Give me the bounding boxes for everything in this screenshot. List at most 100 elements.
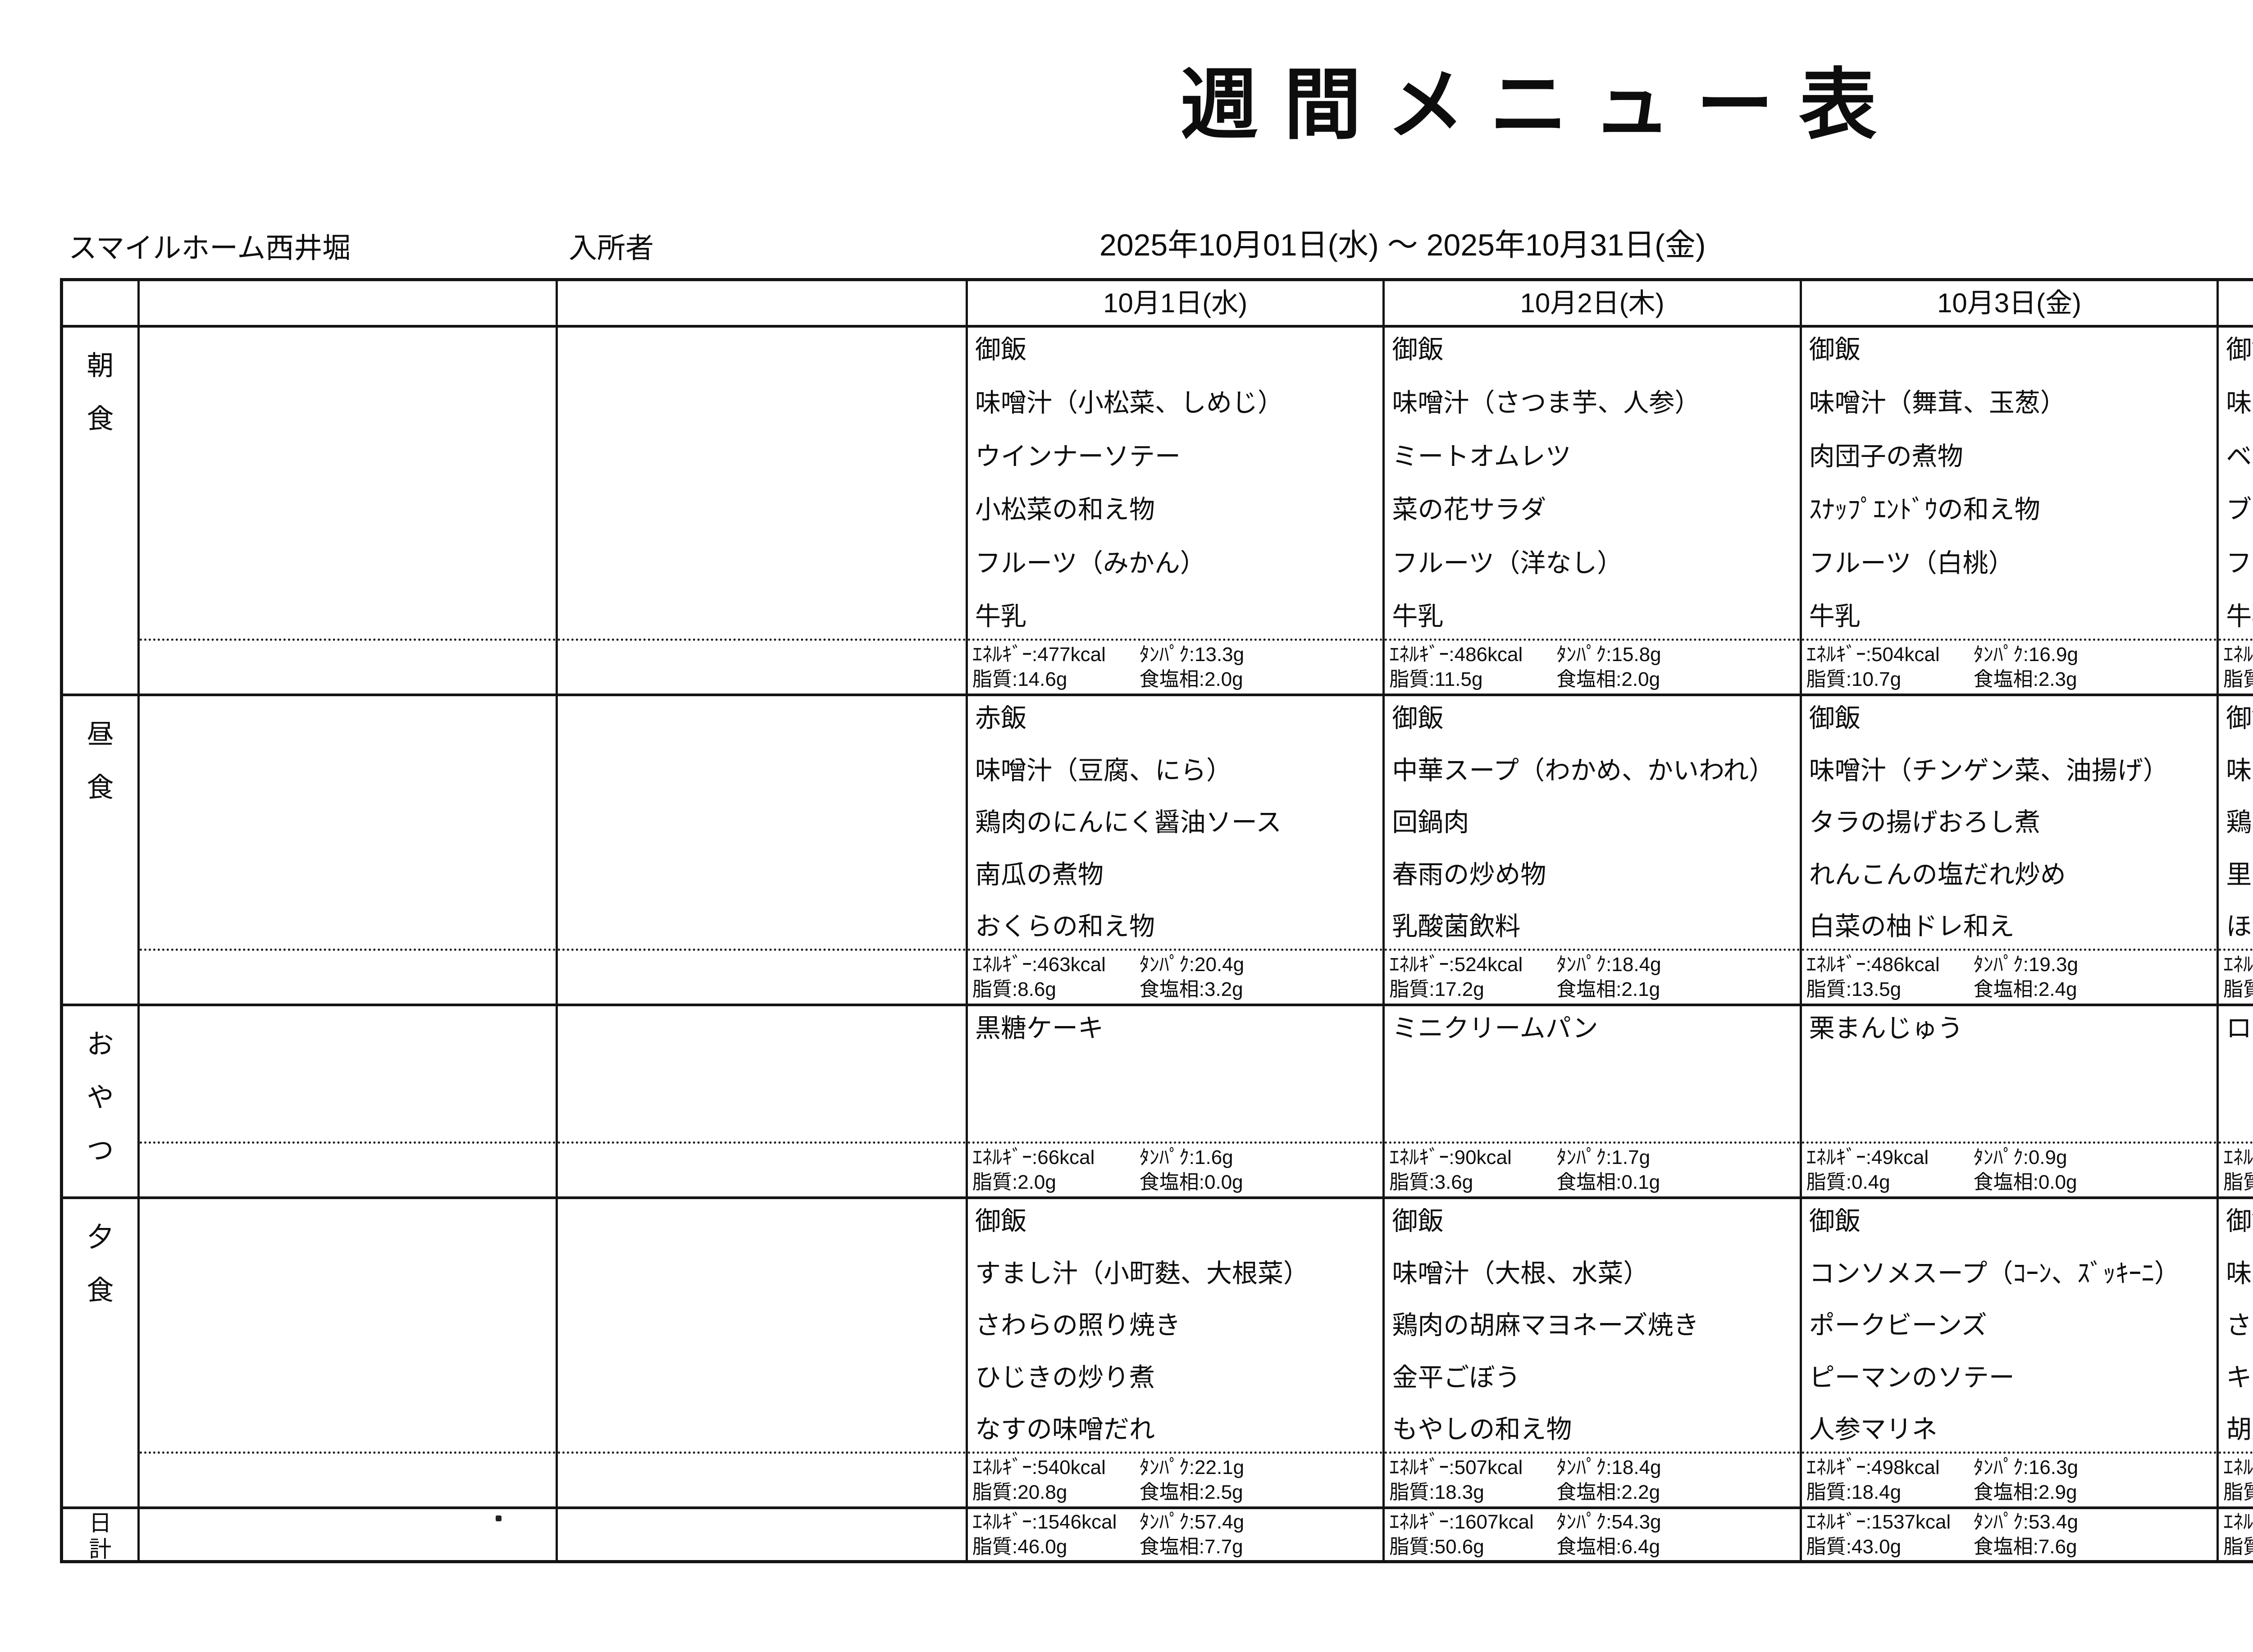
row-label-text: 昼食 [87, 719, 114, 803]
menu-list: 御飯 味噌汁（小松菜、しめじ） ウインナーソテー 小松菜の和え物 フルーツ（みか… [968, 328, 1382, 639]
menu-item: 味噌汁（小松菜、しめじ） [975, 388, 1283, 418]
nutrition-salt: 食塩相:2.4g [1973, 978, 2077, 1000]
menu-item: さばの生姜煮 [2226, 1311, 2253, 1340]
menu-item: タラの揚げおろし煮 [1809, 808, 2040, 837]
menu-item: フルーツ（白桃） [1809, 548, 2014, 578]
nutrition-protein: ﾀﾝﾊﾟｸ:20.4g [1139, 953, 1245, 976]
nutrition-fat: 脂質:7.2g [2223, 978, 2253, 1000]
dinner-day1-cell: 御飯 すまし汁（小町麩、大根菜） さわらの照り焼き ひじきの炒り煮 なすの味噌だ… [966, 1196, 1383, 1506]
total-day4-cell: ｴﾈﾙｷﾞｰ:1530kcalﾀﾝﾊﾟｸ:57.8g 脂質:48.6g食塩相:7… [2217, 1506, 2253, 1560]
menu-item: 牛乳 [1809, 602, 1861, 631]
nutrition-fat: 脂質:8.6g [972, 978, 1056, 1000]
nutrition-fat: 脂質:10.5g [2223, 668, 2253, 690]
date-range: 2025年10月01日(水) ～ 2025年10月31日(金) [1099, 228, 1706, 262]
menu-item: 味噌汁（チンゲン菜、油揚げ） [1809, 756, 2169, 785]
nutrition-energy: ｴﾈﾙｷﾞｰ:498kcal [1806, 1456, 1940, 1479]
menu-item: 回鍋肉 [1392, 808, 1469, 837]
breakfast-day1-cell: 御飯 味噌汁（小松菜、しめじ） ウインナーソテー 小松菜の和え物 フルーツ（みか… [966, 325, 1383, 694]
menu-item: 御飯 [1809, 335, 1861, 364]
menu-item: 御飯 [1392, 335, 1444, 364]
column-header-day4: 10月4日(土) [2217, 281, 2253, 325]
menu-item: ミートオムレツ [1392, 442, 1571, 471]
menu-item: さわらの照り焼き [975, 1311, 1181, 1340]
menu-item: 赤飯 [975, 704, 1026, 733]
row-label-text: 日計 [89, 1511, 112, 1560]
column-header-day1: 10月1日(水) [966, 281, 1382, 325]
menu-item: 白菜の柚ドレ和え [1809, 912, 2015, 941]
nutrition-fat: 脂質:18.4g [1806, 1481, 1902, 1503]
menu-item: 南瓜の煮物 [975, 860, 1104, 889]
nutrition-salt: 食塩相:3.2g [1139, 978, 1243, 1000]
menu-item: ｽﾅｯﾌﾟｴﾝﾄﾞｳの和え物 [1809, 495, 2040, 525]
nutrition-protein: ﾀﾝﾊﾟｸ:1.6g [1139, 1146, 1233, 1168]
nutrition-fat: 脂質:50.6g [1389, 1535, 1484, 1558]
blank-cell [556, 1506, 966, 1560]
lunch-day1-cell: 赤飯 味噌汁（豆腐、にら） 鶏肉のにんにく醤油ソース 南瓜の煮物 おくらの和え物… [966, 694, 1383, 1004]
menu-item: 胡瓜の和え物 [2226, 1415, 2253, 1444]
menu-item: 味噌汁（さつま芋、人参） [1392, 388, 1701, 418]
weekly-menu-table: 10月1日(水) 10月2日(木) 10月3日(金) 10月4日(土) 10月5… [60, 278, 2253, 1563]
nutrition-protein: ﾀﾝﾊﾟｸ:1.7g [1556, 1146, 1651, 1168]
nutrition-protein: ﾀﾝﾊﾟｸ:13.3g [1139, 643, 1245, 666]
menu-item: 黒糖ケーキ [975, 1014, 1104, 1043]
menu-item: 御飯 [1392, 704, 1444, 733]
menu-list: 御飯 味噌汁（チンゲン菜、油揚げ） タラの揚げおろし煮 れんこんの塩だれ炒め 白… [1802, 696, 2217, 949]
nutrition-panel: ｴﾈﾙｷﾞｰ:1546kcal ﾀﾝﾊﾟｸ:57.4g 脂質:46.0g 食塩相:7… [968, 1509, 1382, 1560]
nutrition-energy: ｴﾈﾙｷﾞｰ:540kcal [972, 1456, 1106, 1479]
snack-day3-cell: 栗まんじゅう ｴﾈﾙｷﾞｰ:49kcal ﾀﾝﾊﾟｸ:0.9g 脂質:0.4g 食塩… [1799, 1004, 2217, 1196]
menu-list: 黒糖ケーキ [968, 1006, 1382, 1141]
nutrition-salt: 食塩相:2.1g [1556, 978, 1660, 1000]
nutrition-energy: ｴﾈﾙｷﾞｰ:93kcal [2223, 1146, 2253, 1168]
nutrition-panel: ｴﾈﾙｷﾞｰ:507kcal ﾀﾝﾊﾟｸ:18.4g 脂質:18.3g 食塩相:2.… [1385, 1451, 1800, 1506]
nutrition-energy: ｴﾈﾙｷﾞｰ:1546kcal [972, 1511, 1117, 1533]
menu-item: 味噌汁（大根、しろ菜） [2226, 1259, 2253, 1288]
menu-item: フルーツ（パイン） [2226, 548, 2253, 578]
nutrition-panel: ｴﾈﾙｷﾞｰ:524kcal ﾀﾝﾊﾟｸ:18.4g 脂質:17.2g 食塩相:2.… [1385, 949, 1800, 1004]
nutrition-panel: ｴﾈﾙｷﾞｰ:449kcalﾀﾝﾊﾟｸ:15.1g 脂質:10.5g食塩相:2.… [2219, 639, 2253, 694]
blank-cell [556, 325, 966, 694]
lunch-day3-cell: 御飯 味噌汁（チンゲン菜、油揚げ） タラの揚げおろし煮 れんこんの塩だれ炒め 白… [1799, 694, 2217, 1004]
blank-cell [556, 694, 966, 1004]
menu-item: 味噌汁（豆腐、白葱） [2226, 756, 2253, 785]
nutrition-protein: ﾀﾝﾊﾟｸ:22.1g [1139, 1456, 1245, 1479]
menu-item: 御飯 [1809, 704, 1861, 733]
resident-label: 入所者 [569, 233, 654, 264]
nutrition-energy: ｴﾈﾙｷﾞｰ:463kcal [972, 953, 1106, 976]
menu-item: 鶏肉のにんにく醤油ソース [975, 808, 1282, 837]
menu-item: ミニクリームパン [1392, 1014, 1598, 1043]
column-header-day2: 10月2日(木) [1382, 281, 1799, 325]
menu-item: 御飯 [1809, 1207, 1861, 1236]
row-label-snack: おやつ [63, 1004, 137, 1196]
blank-cell [137, 325, 556, 694]
blank-cell [137, 1196, 556, 1506]
nutrition-fat: 脂質:43.0g [1806, 1535, 1902, 1558]
page-title: 週間メニュー表 [1181, 62, 1902, 148]
row-label-text: 夕食 [87, 1222, 114, 1305]
dinner-day3-cell: 御飯 コンソメスープ（ｺｰﾝ、ｽﾞｯｷｰﾆ） ポークビーンズ ピーマンのソテー … [1799, 1196, 2217, 1506]
menu-item: 牛乳 [2226, 602, 2253, 631]
total-day1-cell: ｴﾈﾙｷﾞｰ:1546kcal ﾀﾝﾊﾟｸ:57.4g 脂質:46.0g 食塩相:7… [966, 1506, 1383, 1560]
row-label-daily-total: 日計 [63, 1506, 137, 1560]
menu-item: ほうれん草の和え物 [2226, 912, 2253, 941]
nutrition-protein: ﾀﾝﾊﾟｸ:53.4g [1973, 1511, 2078, 1533]
nutrition-panel: ｴﾈﾙｷﾞｰ:90kcal ﾀﾝﾊﾟｸ:1.7g 脂質:3.6g 食塩相:0.1g [1385, 1141, 1800, 1196]
menu-list: ロールケーキ（チョコ） [2219, 1006, 2253, 1141]
nutrition-energy: ｴﾈﾙｷﾞｰ:504kcal [1806, 643, 1940, 666]
menu-list: 御飯 中華スープ（わかめ、かいわれ） 回鍋肉 春雨の炒め物 乳酸菌飲料 [1385, 696, 1799, 949]
menu-item: 御飯 [2226, 704, 2253, 733]
menu-list: 御飯 味噌汁（豆腐、白葱） 鶏肉の甘辛焼き 里芋の煮物 ほうれん草の和え物 [2219, 696, 2253, 949]
menu-item: ベーコンソテー [2226, 442, 2253, 471]
menu-item: 御飯 [975, 1207, 1026, 1236]
menu-list: 御飯 コンソメスープ（ｺｰﾝ、ｽﾞｯｷｰﾆ） ポークビーンズ ピーマンのソテー … [1802, 1199, 2217, 1451]
nutrition-energy: ｴﾈﾙｷﾞｰ:66kcal [972, 1146, 1095, 1168]
nutrition-panel: ｴﾈﾙｷﾞｰ:1530kcalﾀﾝﾊﾟｸ:57.8g 脂質:48.6g食塩相:7… [2219, 1509, 2253, 1560]
menu-item: なすの味噌だれ [975, 1415, 1155, 1444]
nutrition-protein: ﾀﾝﾊﾟｸ:18.4g [1556, 953, 1661, 976]
nutrition-fat: 脂質:2.0g [972, 1171, 1056, 1193]
row-label-dinner: 夕食 [63, 1196, 137, 1506]
menu-list: 御飯 味噌汁（さつま芋、人参） ミートオムレツ 菜の花サラダ フルーツ（洋なし）… [1385, 328, 1799, 639]
menu-item: ひじきの炒り煮 [975, 1363, 1155, 1392]
menu-item: 里芋の煮物 [2226, 860, 2253, 889]
menu-item: おくらの和え物 [975, 912, 1155, 941]
nutrition-salt: 食塩相:0.1g [1556, 1171, 1660, 1193]
